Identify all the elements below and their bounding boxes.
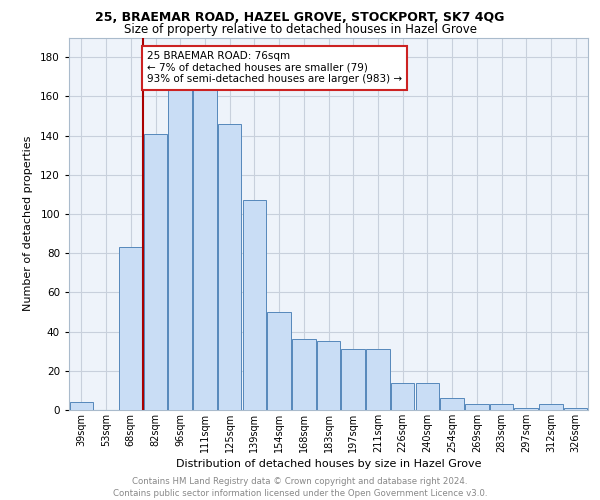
Bar xyxy=(169,74,192,410)
Bar xyxy=(317,342,340,410)
Bar xyxy=(391,382,415,410)
Bar xyxy=(218,124,241,410)
Bar xyxy=(366,349,389,410)
Bar xyxy=(341,349,365,410)
Text: Size of property relative to detached houses in Hazel Grove: Size of property relative to detached ho… xyxy=(124,24,476,36)
Bar xyxy=(416,382,439,410)
Bar xyxy=(193,74,217,410)
Bar xyxy=(490,404,513,410)
Bar xyxy=(70,402,93,410)
Bar xyxy=(465,404,488,410)
X-axis label: Distribution of detached houses by size in Hazel Grove: Distribution of detached houses by size … xyxy=(176,459,481,469)
Bar xyxy=(292,340,316,410)
Text: Contains HM Land Registry data © Crown copyright and database right 2024.
Contai: Contains HM Land Registry data © Crown c… xyxy=(113,476,487,498)
Bar xyxy=(242,200,266,410)
Text: 25 BRAEMAR ROAD: 76sqm
← 7% of detached houses are smaller (79)
93% of semi-deta: 25 BRAEMAR ROAD: 76sqm ← 7% of detached … xyxy=(147,51,402,84)
Bar xyxy=(144,134,167,410)
Bar xyxy=(514,408,538,410)
Bar xyxy=(564,408,587,410)
Bar xyxy=(119,248,143,410)
Y-axis label: Number of detached properties: Number of detached properties xyxy=(23,136,33,312)
Bar xyxy=(268,312,291,410)
Bar xyxy=(539,404,563,410)
Text: 25, BRAEMAR ROAD, HAZEL GROVE, STOCKPORT, SK7 4QG: 25, BRAEMAR ROAD, HAZEL GROVE, STOCKPORT… xyxy=(95,11,505,24)
Bar xyxy=(440,398,464,410)
